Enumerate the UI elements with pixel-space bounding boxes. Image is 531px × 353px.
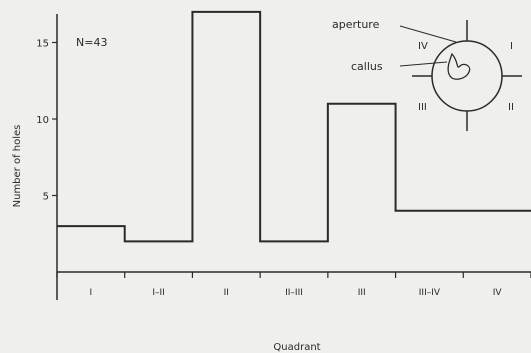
axes [56,14,531,300]
callus-label: callus [351,60,383,73]
x-axis-label: Quadrant [273,342,320,353]
histogram-line [57,10,531,243]
x-tick-label: II–III [285,288,303,298]
callus-pointer [399,61,448,67]
quadrant-label-II: II [508,102,514,113]
y-tick-label: 5 [43,192,49,203]
quadrant-label-I: I [510,41,513,52]
quadrant-label-III: III [418,102,427,113]
x-tick-label: I–II [152,288,164,298]
shell-inset: aperture callus I II III IV [332,18,522,131]
y-tick-label: 10 [36,115,49,126]
aperture-shape [447,52,471,80]
x-tick-label: I [90,288,93,298]
x-tick-label: IV [493,288,503,298]
y-tick-label: 15 [36,39,49,50]
x-tick-label: III [358,288,366,298]
y-axis-label: Number of holes [12,125,23,208]
aperture-label: aperture [332,18,380,31]
aperture-pointer [399,25,457,43]
x-tick-label: II [224,288,229,298]
sample-label: N=43 [76,36,107,49]
x-tick-label: III–IV [419,288,441,298]
quadrant-label-IV: IV [418,41,428,52]
